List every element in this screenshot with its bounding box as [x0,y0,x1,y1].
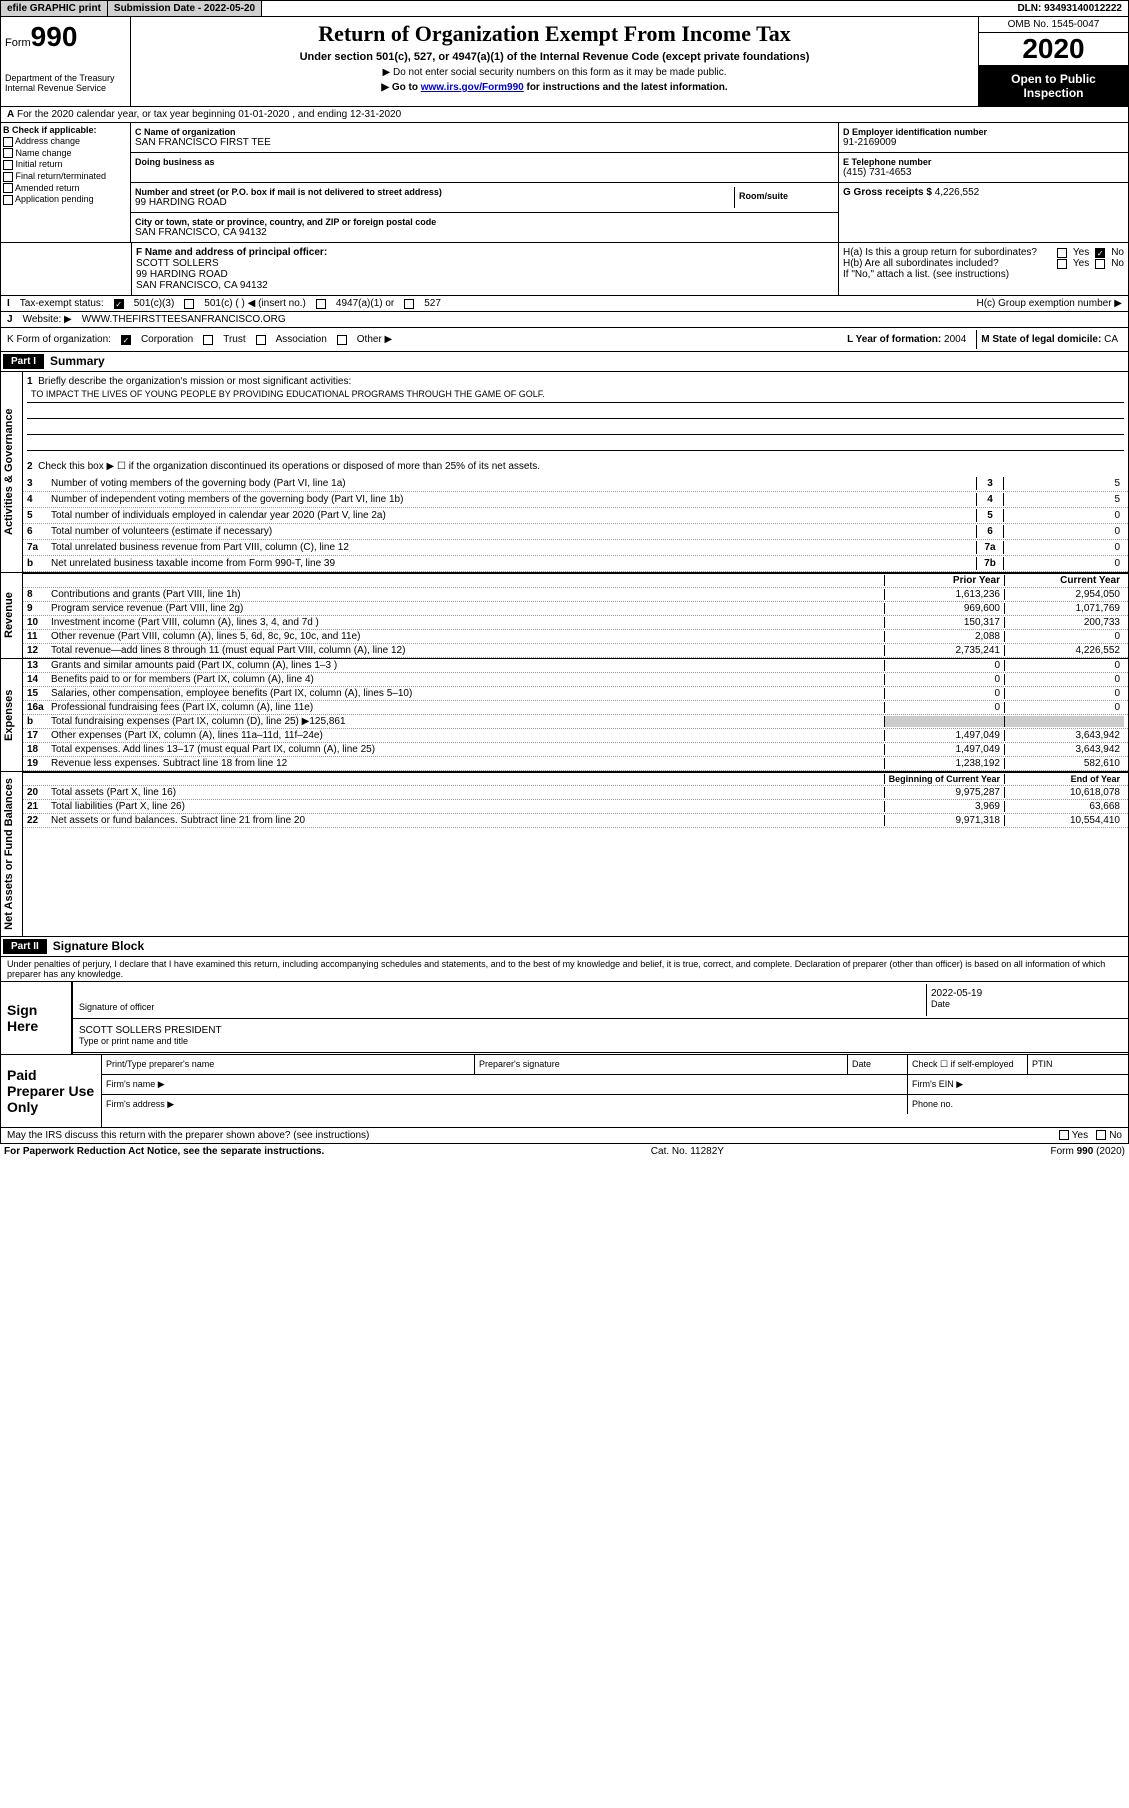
form-title: Return of Organization Exempt From Incom… [135,21,974,47]
f-label: F Name and address of principal officer: [136,247,327,258]
street-val: 99 HARDING ROAD [135,197,734,208]
c-name-label: C Name of organization [135,127,834,137]
line-13: 13 Grants and similar amounts paid (Part… [23,659,1128,673]
public-inspection: Open to Public Inspection [979,66,1128,106]
officer-name: SCOTT SOLLERS [136,258,219,269]
dept-label: Department of the Treasury Internal Reve… [5,73,126,93]
row-i: I Tax-exempt status: ✓501(c)(3) 501(c) (… [0,296,1129,312]
chk-name[interactable]: Name change [3,148,128,159]
line-4: 4 Number of independent voting members o… [23,492,1128,508]
sig-name-val: SCOTT SOLLERS PRESIDENT [79,1025,1122,1036]
chk-initial[interactable]: Initial return [3,159,128,170]
line-5: 5 Total number of individuals employed i… [23,508,1128,524]
discuss-row: May the IRS discuss this return with the… [0,1128,1129,1144]
note-ssn: ▶ Do not enter social security numbers o… [135,67,974,78]
gross-label: G Gross receipts $ [843,187,935,198]
gov-label: Activities & Governance [1,372,23,572]
mission-text: TO IMPACT THE LIVES OF YOUNG PEOPLE BY P… [27,389,1124,403]
row-j: J Website: ▶ WWW.THEFIRSTTEESANFRANCISCO… [0,312,1129,328]
line-7b: b Net unrelated business taxable income … [23,556,1128,572]
section-revenue: Revenue Prior Year Current Year 8 Contri… [0,573,1129,659]
chk-amended[interactable]: Amended return [3,183,128,194]
form-subtitle: Under section 501(c), 527, or 4947(a)(1)… [135,51,974,63]
phone-val: (415) 731-4653 [843,167,1124,178]
q1-label: Briefly describe the organization's miss… [38,376,351,387]
penalty-text: Under penalties of perjury, I declare th… [0,957,1129,982]
chk-address[interactable]: Address change [3,136,128,147]
irs-link[interactable]: www.irs.gov/Form990 [421,82,524,93]
part2-header: Part II [3,939,47,954]
sign-here-section: Sign Here Signature of officer 2022-05-1… [0,982,1129,1055]
omb-label: OMB No. 1545-0047 [979,17,1128,33]
line-7a: 7a Total unrelated business revenue from… [23,540,1128,556]
ein-label: D Employer identification number [843,127,1124,137]
ha-row: H(a) Is this a group return for subordin… [843,247,1124,258]
line-17: 17 Other expenses (Part IX, column (A), … [23,729,1128,743]
officer-street: 99 HARDING ROAD [136,269,228,280]
street-label: Number and street (or P.O. box if mail i… [135,187,734,197]
sig-date-val: 2022-05-19 [931,988,1122,999]
org-name: SAN FRANCISCO FIRST TEE [135,137,834,148]
section-expenses: Expenses 13 Grants and similar amounts p… [0,659,1129,772]
row-a-period: A For the 2020 calendar year, or tax yea… [0,107,1129,123]
box-b: B Check if applicable: Address change Na… [1,123,131,242]
part1-header: Part I [3,354,44,369]
room-label: Room/suite [739,191,830,201]
city-val: SAN FRANCISCO, CA 94132 [135,227,834,238]
preparer-section: Paid Preparer Use Only Print/Type prepar… [0,1055,1129,1128]
dba-label: Doing business as [135,157,834,167]
form-number: Form990 [5,21,126,53]
row-klm: K Form of organization: ✓Corporation Tru… [0,328,1129,352]
part1-title: Summary [50,354,105,369]
q2-text: Check this box ▶ ☐ if the organization d… [38,461,540,472]
hb-row: H(b) Are all subordinates included? Yes … [843,258,1124,269]
line-6: 6 Total number of volunteers (estimate i… [23,524,1128,540]
net-label: Net Assets or Fund Balances [1,772,23,936]
line-19: 19 Revenue less expenses. Subtract line … [23,757,1128,771]
hc-label: H(c) Group exemption number ▶ [976,298,1122,309]
tax-year: 2020 [979,33,1128,66]
chk-pending[interactable]: Application pending [3,194,128,205]
form-header: Form990 Department of the Treasury Inter… [0,17,1129,107]
sig-officer-label: Signature of officer [79,1002,922,1012]
part2-title: Signature Block [53,939,144,954]
topbar: efile GRAPHIC print Submission Date - 20… [0,0,1129,17]
fh-block: F Name and address of principal officer:… [0,243,1129,296]
sign-here-label: Sign Here [1,982,71,1054]
line-3: 3 Number of voting members of the govern… [23,476,1128,492]
efile-btn[interactable]: efile GRAPHIC print [1,1,108,16]
ein-val: 91-2169009 [843,137,1124,148]
chk-final[interactable]: Final return/terminated [3,171,128,182]
officer-city: SAN FRANCISCO, CA 94132 [136,280,268,291]
note-link: ▶ Go to www.irs.gov/Form990 for instruct… [135,82,974,93]
page-footer: For Paperwork Reduction Act Notice, see … [0,1144,1129,1159]
preparer-label: Paid Preparer Use Only [1,1055,101,1127]
line-20: 20 Total assets (Part X, line 16) 9,975,… [23,786,1128,800]
section-governance: Activities & Governance 1 Briefly descri… [0,372,1129,573]
website-val: WWW.THEFIRSTTEESANFRANCISCO.ORG [82,314,286,325]
line-11: 11 Other revenue (Part VIII, column (A),… [23,630,1128,644]
line-22: 22 Net assets or fund balances. Subtract… [23,814,1128,828]
phone-label: E Telephone number [843,157,1124,167]
line-16a: 16a Professional fundraising fees (Part … [23,701,1128,715]
rev-label: Revenue [1,573,23,658]
line-21: 21 Total liabilities (Part X, line 26) 3… [23,800,1128,814]
section-netassets: Net Assets or Fund Balances Beginning of… [0,772,1129,937]
gross-val: 4,226,552 [935,187,980,198]
dln-cell: DLN: 93493140012222 [1011,1,1128,16]
subdate-cell: Submission Date - 2022-05-20 [108,1,262,16]
line-8: 8 Contributions and grants (Part VIII, l… [23,588,1128,602]
sig-date-label: Date [931,999,1122,1009]
sig-name-label: Type or print name and title [79,1036,1122,1046]
exp-label: Expenses [1,659,23,771]
line-15: 15 Salaries, other compensation, employe… [23,687,1128,701]
line-14: 14 Benefits paid to or for members (Part… [23,673,1128,687]
hb-note: If "No," attach a list. (see instruction… [843,269,1124,280]
line-10: 10 Investment income (Part VIII, column … [23,616,1128,630]
header-block: B Check if applicable: Address change Na… [0,123,1129,243]
city-label: City or town, state or province, country… [135,217,834,227]
line-18: 18 Total expenses. Add lines 13–17 (must… [23,743,1128,757]
line-12: 12 Total revenue—add lines 8 through 11 … [23,644,1128,658]
line-9: 9 Program service revenue (Part VIII, li… [23,602,1128,616]
